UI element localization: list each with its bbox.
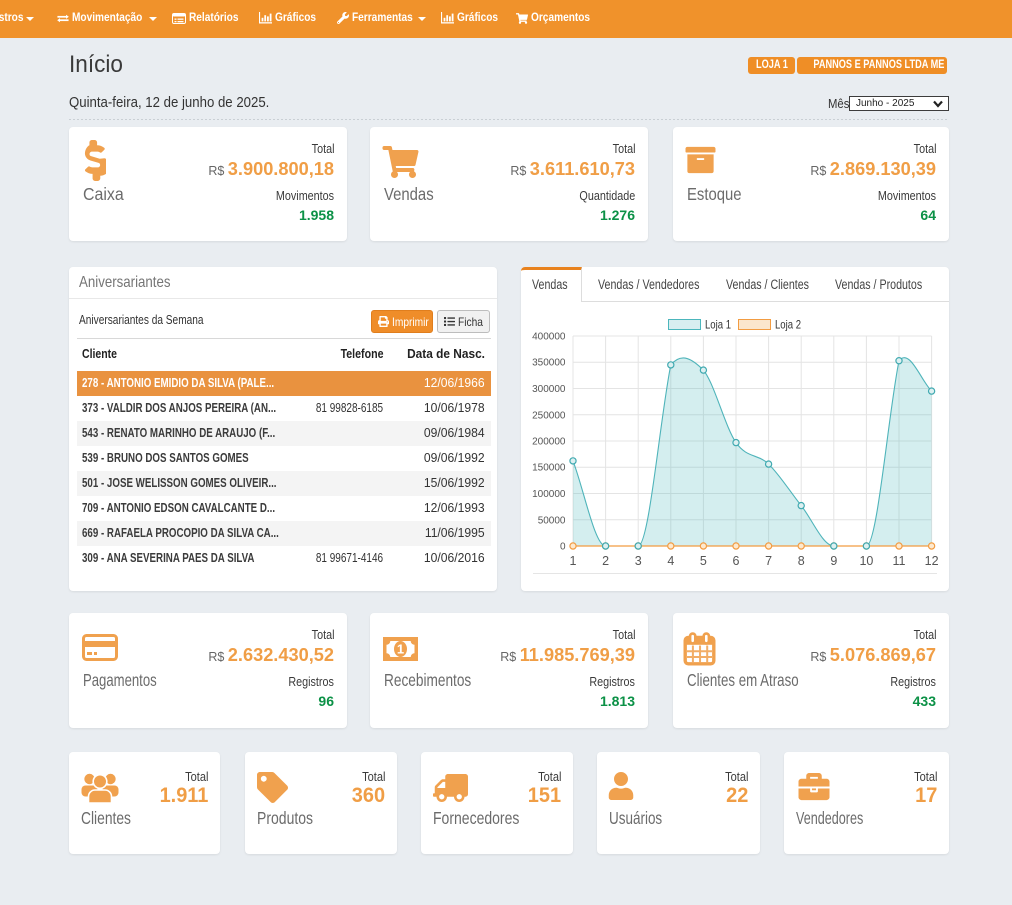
svg-text:1: 1 — [397, 642, 404, 657]
svg-text:11: 11 — [893, 554, 906, 568]
svg-text:10: 10 — [859, 554, 873, 568]
svg-text:150000: 150000 — [532, 463, 566, 474]
svg-text:4: 4 — [667, 554, 674, 568]
svg-text:Loja 1: Loja 1 — [705, 318, 731, 332]
svg-text:Loja 2: Loja 2 — [775, 318, 801, 332]
svg-text:100000: 100000 — [532, 489, 566, 500]
svg-text:3: 3 — [635, 554, 642, 568]
svg-text:300000: 300000 — [532, 384, 566, 395]
svg-text:400000: 400000 — [532, 332, 566, 343]
svg-text:2: 2 — [602, 554, 609, 568]
svg-text:1: 1 — [570, 554, 577, 568]
svg-text:9: 9 — [830, 554, 837, 568]
svg-text:0: 0 — [560, 542, 566, 553]
svg-text:200000: 200000 — [532, 437, 566, 448]
svg-text:6: 6 — [733, 554, 740, 568]
svg-text:50000: 50000 — [538, 515, 566, 526]
svg-text:5: 5 — [700, 554, 707, 568]
svg-text:250000: 250000 — [532, 410, 566, 421]
svg-text:8: 8 — [798, 554, 805, 568]
svg-text:350000: 350000 — [532, 358, 566, 369]
svg-text:7: 7 — [765, 554, 772, 568]
svg-text:12: 12 — [925, 554, 939, 568]
